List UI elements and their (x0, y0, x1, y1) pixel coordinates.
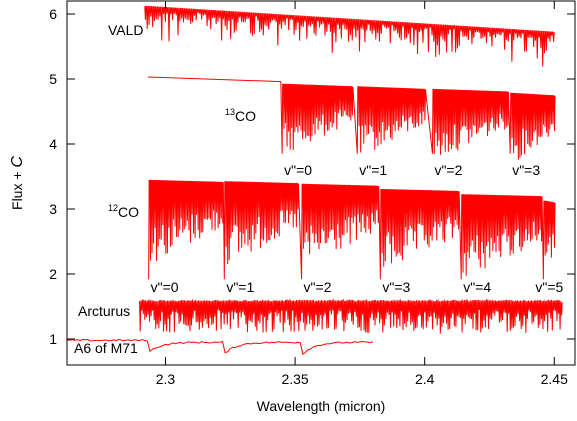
co12-text: CO (118, 204, 139, 220)
m71-label: A6 of M71 (74, 340, 138, 356)
y-axis-label-main: Flux + (9, 168, 25, 210)
co13-band-label: v"=1 (359, 162, 387, 178)
co12-band-label: v"=5 (535, 279, 563, 295)
co12-label: 12CO (108, 203, 139, 220)
co13-text: CO (235, 108, 256, 124)
co13-series (148, 76, 556, 160)
x-tick-label: 2.35 (281, 371, 308, 387)
x-tick-label: 2.45 (541, 371, 568, 387)
co12-band-label: v"=4 (463, 279, 491, 295)
y-tick-label: 1 (49, 331, 57, 347)
y-tick-label: 6 (49, 6, 57, 22)
co12-band-label: v"=0 (151, 279, 179, 295)
y-tick-label: 2 (49, 266, 57, 282)
y-axis-label: Flux + C (9, 156, 26, 210)
vald-series (144, 5, 555, 67)
y-tick-label: 3 (49, 201, 57, 217)
x-axis-label: Wavelength (micron) (257, 398, 386, 414)
spectrum-labels: VALD 13CO 12CO Arcturus A6 of M71 (74, 22, 256, 356)
arcturus-label: Arcturus (78, 303, 130, 319)
co12-band-label: v"=2 (304, 279, 332, 295)
y-axis-label-c: C (9, 156, 26, 168)
co12-band-label: v"=3 (382, 279, 410, 295)
arcturus-series (139, 298, 563, 334)
x-tick-label: 2.4 (415, 371, 435, 387)
co13-band-label: v"=3 (512, 162, 540, 178)
co13-band-label: v"=0 (284, 162, 312, 178)
x-tick-label: 2.3 (156, 371, 176, 387)
m71-series (66, 339, 374, 356)
co12-band-label: v"=1 (226, 279, 254, 295)
plot-area: v"=0 v"=1 v"=2 v"=3 v"=0 v"=1 v"=2 v"=3 v"=4 v"=5 (66, 5, 564, 356)
co12-series (148, 179, 556, 280)
co13-superscript: 13 (225, 107, 235, 117)
y-tick-label: 5 (49, 71, 57, 87)
co13-band-label: v"=2 (434, 162, 462, 178)
co12-superscript: 12 (108, 203, 118, 213)
vald-label: VALD (108, 22, 144, 38)
plot-frame (66, 0, 576, 366)
y-tick-label: 4 (49, 136, 57, 152)
co13-label: 13CO (225, 107, 256, 124)
